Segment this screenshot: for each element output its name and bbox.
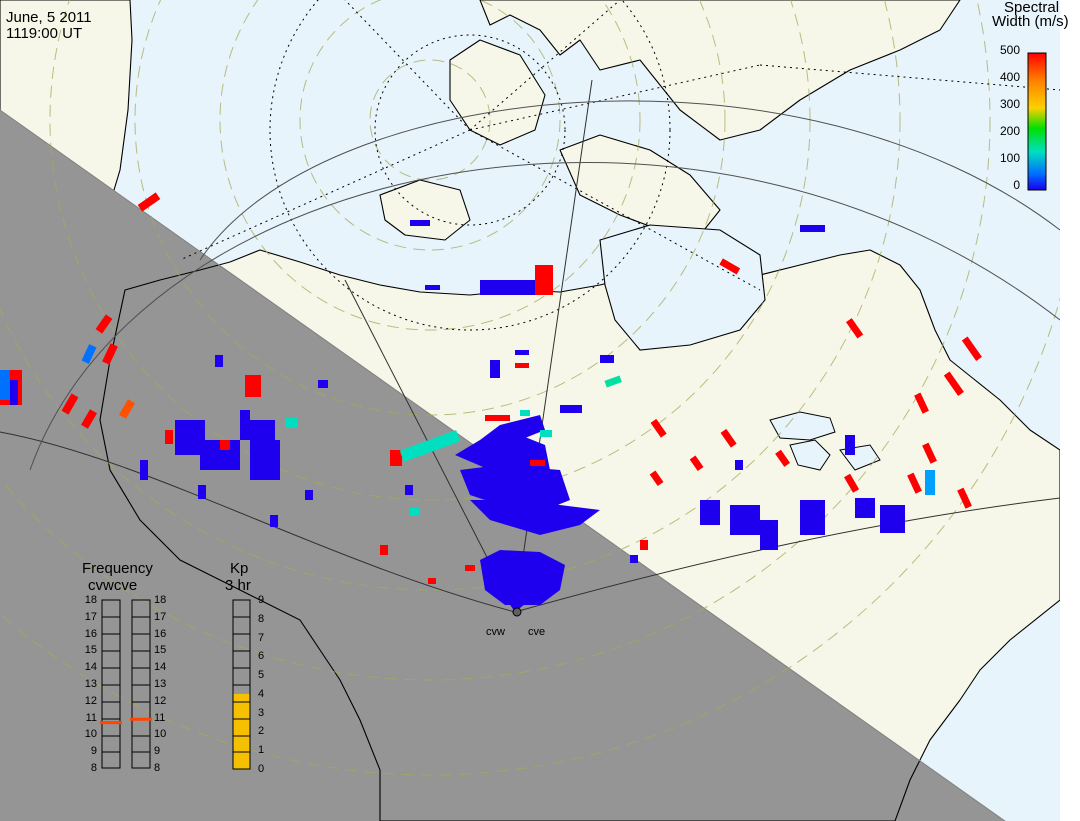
frequency-tick-label: 16 xyxy=(154,627,167,640)
frequency-tick-label: 15 xyxy=(154,644,167,657)
frequency-tick-label: 8 xyxy=(154,762,161,774)
kp-panel xyxy=(232,599,251,770)
radar-scatter-mid xyxy=(0,344,935,516)
cve-frequency-bar xyxy=(131,599,151,769)
great-lakes xyxy=(769,411,881,471)
kp-tick-label: 5 xyxy=(258,669,265,682)
frequency-tick-label: 14 xyxy=(154,661,167,674)
radar-site-marker xyxy=(512,607,522,617)
kp-tick-label: 8 xyxy=(258,612,265,625)
hudson-bay xyxy=(599,224,766,351)
spectral-width-colorbar xyxy=(1027,52,1047,191)
frequency-tick-label: 13 xyxy=(154,678,167,690)
geographic-grid xyxy=(179,0,1060,331)
frequency-tick-label: 8 xyxy=(90,762,97,774)
colorbar-tick: 0 xyxy=(1013,178,1020,192)
frequency-tick-label: 16 xyxy=(84,627,97,640)
time-label: 1119:00 UT xyxy=(6,25,83,42)
frequency-tick-label: 11 xyxy=(85,711,97,724)
colorbar-tick: 100 xyxy=(999,151,1020,165)
radar-scatter-low xyxy=(140,220,905,612)
frequency-tick-label: 11 xyxy=(154,711,166,724)
frequency-tick-label: 18 xyxy=(84,594,97,606)
kp-subtitle: 3 hr xyxy=(225,577,251,594)
colorbar-tick: 500 xyxy=(999,43,1020,57)
radar-fov-lines xyxy=(0,79,1060,613)
date-label: June, 5 2011 xyxy=(6,9,92,26)
colorbar-title-line1: Spectral xyxy=(1004,0,1060,16)
latitude-circles xyxy=(0,0,1060,776)
frequency-subtitle: cvwcve xyxy=(88,577,138,594)
frequency-tick-label: 12 xyxy=(154,694,167,707)
frequency-tick-label: 10 xyxy=(84,728,97,741)
greenland-landmass xyxy=(479,0,961,141)
radar-scatter-high xyxy=(0,192,982,584)
kp-tick-label: 7 xyxy=(258,631,265,644)
kp-tick-label: 1 xyxy=(258,744,265,757)
kp-tick-label: 0 xyxy=(258,763,265,775)
frequency-tick-label: 17 xyxy=(84,610,97,623)
colorbar-tick: 200 xyxy=(999,124,1020,138)
colorbar-tick: 400 xyxy=(999,70,1020,84)
station-label-cvw: cvw xyxy=(486,626,505,638)
colorbar-tick: 300 xyxy=(999,97,1020,111)
kp-fill xyxy=(233,693,250,769)
frequency-tick-label: 17 xyxy=(154,610,167,623)
frequency-tick-label: 13 xyxy=(84,678,97,690)
baffin-island xyxy=(559,134,721,236)
frequency-tick-label: 9 xyxy=(90,745,97,758)
frequency-tick-label: 14 xyxy=(84,661,97,674)
station-label-cve: cve xyxy=(528,626,546,638)
kp-tick-label: 2 xyxy=(258,725,265,738)
frequency-title: Frequency xyxy=(82,560,153,577)
frequency-tick-label: 18 xyxy=(154,594,167,606)
frequency-tick-label: 9 xyxy=(154,745,161,758)
kp-tick-label: 9 xyxy=(258,594,265,606)
kp-tick-label: 3 xyxy=(258,706,265,719)
colorbar-title-line2: Width (m/s) xyxy=(992,13,1069,30)
kp-title: Kp xyxy=(230,560,249,577)
frequency-tick-label: 10 xyxy=(154,728,167,741)
kp-tick-label: 6 xyxy=(258,650,265,663)
ellesmere-island xyxy=(449,39,546,146)
cvw-frequency-bar xyxy=(101,599,121,769)
frequency-tick-label: 12 xyxy=(84,694,97,707)
frequency-tick-label: 15 xyxy=(84,644,97,657)
kp-tick-label: 4 xyxy=(258,687,265,700)
victoria-island xyxy=(379,179,471,241)
frequency-panel xyxy=(100,599,152,769)
